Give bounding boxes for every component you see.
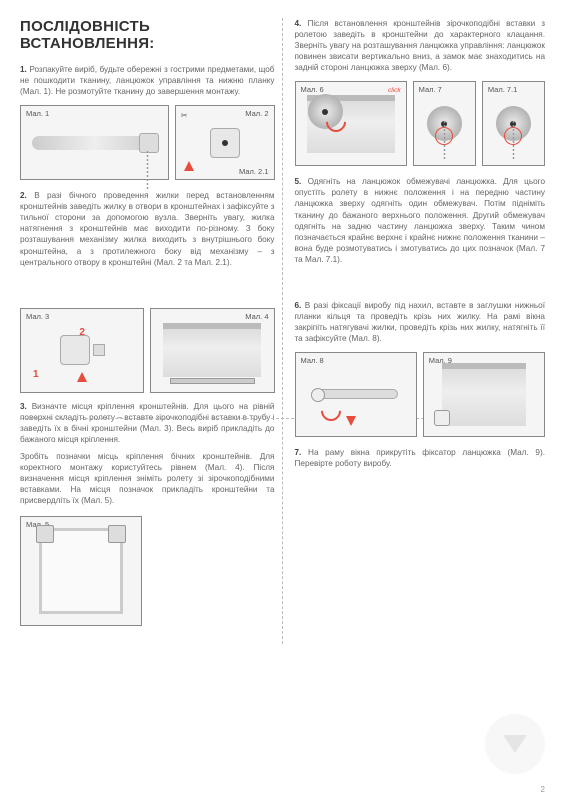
step-1: 1. Розпакуйте виріб, будьте обережні з г… [20,64,275,180]
step-6: 6. В разі фіксації виробу під нахил, вст… [295,300,546,437]
quadrant-top-left: ПОСЛІДОВНІСТЬ ВСТАНОВЛЕННЯ: 1. Розпакуйт… [20,18,283,288]
quadrant-bottom-right: 6. В разі фіксації виробу під нахил, вст… [283,288,546,645]
figure-row-3: Мал. 3 2 1 Мал. 4 [20,308,275,393]
figure-9: Мал. 9 [423,352,545,437]
step-4-text: 4. Після встановлення кронштейнів зірочк… [295,18,546,73]
figure-6: Мал. 6 click [295,81,407,166]
figure-71: Мал. 7.1 [482,81,545,166]
page-title: ПОСЛІДОВНІСТЬ ВСТАНОВЛЕННЯ: [20,18,275,52]
figure-4: Мал. 4 [150,308,274,393]
step-6-text: 6. В разі фіксації виробу під нахил, вст… [295,300,546,344]
figure-7: Мал. 7 [413,81,476,166]
figure-row-4: Мал. 6 click Мал. 7 [295,81,546,166]
download-arrow-icon [503,735,527,753]
quadrant-bottom-left: Мал. 3 2 1 Мал. 4 3. Визначте місця кріп… [20,288,283,645]
figure-2: Мал. 2 ✂ Мал. 2.1 [175,105,275,180]
figure-8: Мал. 8 [295,352,417,437]
figure-1: Мал. 1 [20,105,169,180]
step-3: 3. Визначте місця кріплення кронштейнів.… [20,401,275,507]
figure-5: Мал. 5 [20,516,142,626]
step-4: 4. Після встановлення кронштейнів зірочк… [295,18,546,166]
step-2: 2. В разі бічного проведення жилки перед… [20,190,275,267]
step-2-text: 2. В разі бічного проведення жилки перед… [20,190,275,267]
page-number: 2 [541,785,545,794]
figure-21-label: Мал. 2.1 [239,167,268,176]
figure-row-6: Мал. 8 Мал. 9 [295,352,546,437]
step-3b-text: Зробіть позначки місць кріплення бічних … [20,451,275,506]
step-5: 5. Одягніть на ланцюжок обмежувачі ланцю… [295,176,546,265]
figure-row-5: Мал. 5 [20,516,275,626]
watermark-icon [485,714,545,774]
step-7-text: 7. На раму вікна прикрутіть фіксатор лан… [295,447,546,469]
figure-row-1: Мал. 1 Мал. 2 ✂ Мал. 2.1 [20,105,275,180]
step-7: 7. На раму вікна прикрутіть фіксатор лан… [295,447,546,469]
quadrant-top-right: 4. Після встановлення кронштейнів зірочк… [283,18,546,288]
step-1-text: 1. Розпакуйте виріб, будьте обережні з г… [20,64,275,97]
step-5-text: 5. Одягніть на ланцюжок обмежувачі ланцю… [295,176,546,265]
instruction-page: ПОСЛІДОВНІСТЬ ВСТАНОВЛЕННЯ: 1. Розпакуйт… [0,0,565,662]
figure-3: Мал. 3 2 1 [20,308,144,393]
step-3a-text: 3. Визначте місця кріплення кронштейнів.… [20,401,275,445]
vertical-divider [282,18,283,644]
